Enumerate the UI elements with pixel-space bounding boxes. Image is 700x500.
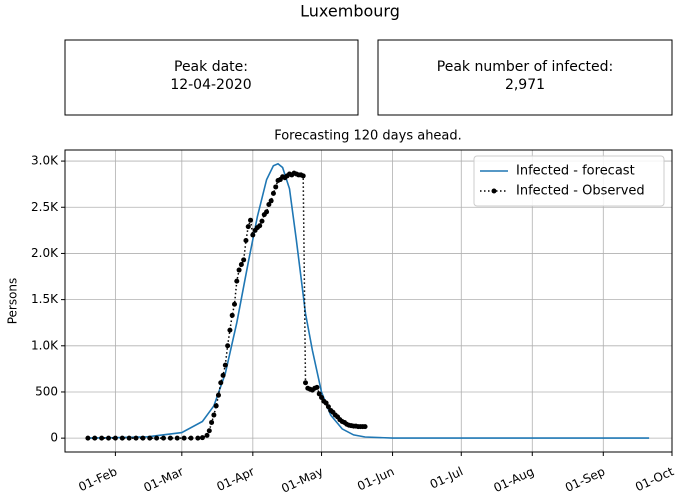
data-point [167, 435, 173, 441]
y-tick-label: 1.5K [31, 292, 59, 306]
x-tick-label: 01-Jul [428, 464, 465, 491]
data-point [227, 327, 233, 333]
data-point [232, 301, 238, 307]
data-point [303, 380, 309, 386]
data-point [238, 262, 244, 268]
data-point [245, 224, 251, 230]
data-point [273, 184, 279, 190]
data-point [218, 380, 224, 386]
legend-marker [491, 188, 497, 194]
data-point [225, 343, 231, 349]
data-point [206, 428, 212, 434]
data-point [243, 238, 249, 244]
x-tick-label: 01-Jun [355, 464, 396, 493]
info-value: 2,971 [505, 77, 545, 93]
x-tick-label: 01-Feb [76, 464, 119, 494]
data-point [106, 435, 112, 441]
data-point [92, 435, 98, 441]
data-point [119, 435, 125, 441]
data-point [213, 403, 219, 409]
data-point [199, 435, 205, 441]
x-tick-label: 01-Sep [563, 464, 607, 495]
info-box [64, 39, 359, 116]
data-point [241, 257, 247, 263]
info-value: 12-04-2020 [170, 77, 251, 93]
x-tick-label: 01-May [279, 464, 325, 495]
data-point [362, 424, 368, 430]
chart-title: Forecasting 120 days ahead. [274, 129, 462, 144]
data-point [270, 190, 276, 196]
y-axis-label: Persons [6, 278, 20, 325]
data-point [229, 312, 235, 318]
data-point [160, 435, 166, 441]
data-point [236, 267, 242, 273]
info-box [377, 39, 673, 116]
data-point [319, 395, 325, 401]
data-point [181, 435, 187, 441]
page-title: Luxembourg [300, 2, 400, 21]
data-point [250, 232, 256, 238]
data-point [211, 412, 217, 418]
data-point [300, 173, 306, 179]
data-point [126, 435, 132, 441]
y-tick-label: 3.0K [31, 154, 59, 168]
data-point [248, 217, 254, 223]
data-point [174, 435, 180, 441]
series-line [87, 162, 650, 439]
x-tick-label: 01-Apr [214, 464, 256, 494]
data-point [220, 372, 226, 378]
data-point [268, 198, 274, 204]
data-point [99, 435, 105, 441]
data-point [234, 278, 240, 284]
y-tick-label: 0 [50, 431, 58, 445]
data-point [323, 400, 329, 406]
data-point [266, 201, 272, 207]
data-point [259, 218, 265, 224]
data-point [316, 391, 322, 397]
legend-label: Infected - forecast [516, 164, 635, 179]
info-label: Peak date: [174, 59, 248, 75]
y-tick-label: 2.5K [31, 200, 59, 214]
legend-box [473, 155, 665, 207]
data-point [215, 392, 221, 398]
data-point [204, 432, 210, 438]
data-point [147, 435, 153, 441]
data-point [264, 209, 270, 215]
y-tick-label: 500 [35, 384, 58, 398]
x-tick-label: 01-Aug [491, 464, 536, 495]
legend-label: Infected - Observed [516, 184, 645, 199]
data-point [222, 362, 228, 368]
data-point [112, 435, 118, 441]
data-point [133, 435, 139, 441]
data-point [188, 435, 194, 441]
plot-frame [64, 149, 673, 453]
data-point [325, 404, 331, 410]
data-point [314, 384, 320, 390]
data-point [195, 435, 201, 441]
x-tick-label: 01-Oct [633, 464, 676, 494]
data-point [257, 223, 263, 229]
data-point [85, 435, 91, 441]
y-tick-label: 1.0K [31, 338, 59, 352]
info-label: Peak number of infected: [437, 59, 613, 75]
data-point [140, 435, 146, 441]
data-point [154, 435, 160, 441]
x-tick-label: 01-Mar [141, 464, 185, 495]
data-point [209, 419, 215, 425]
y-tick-label: 2.0K [31, 246, 59, 260]
